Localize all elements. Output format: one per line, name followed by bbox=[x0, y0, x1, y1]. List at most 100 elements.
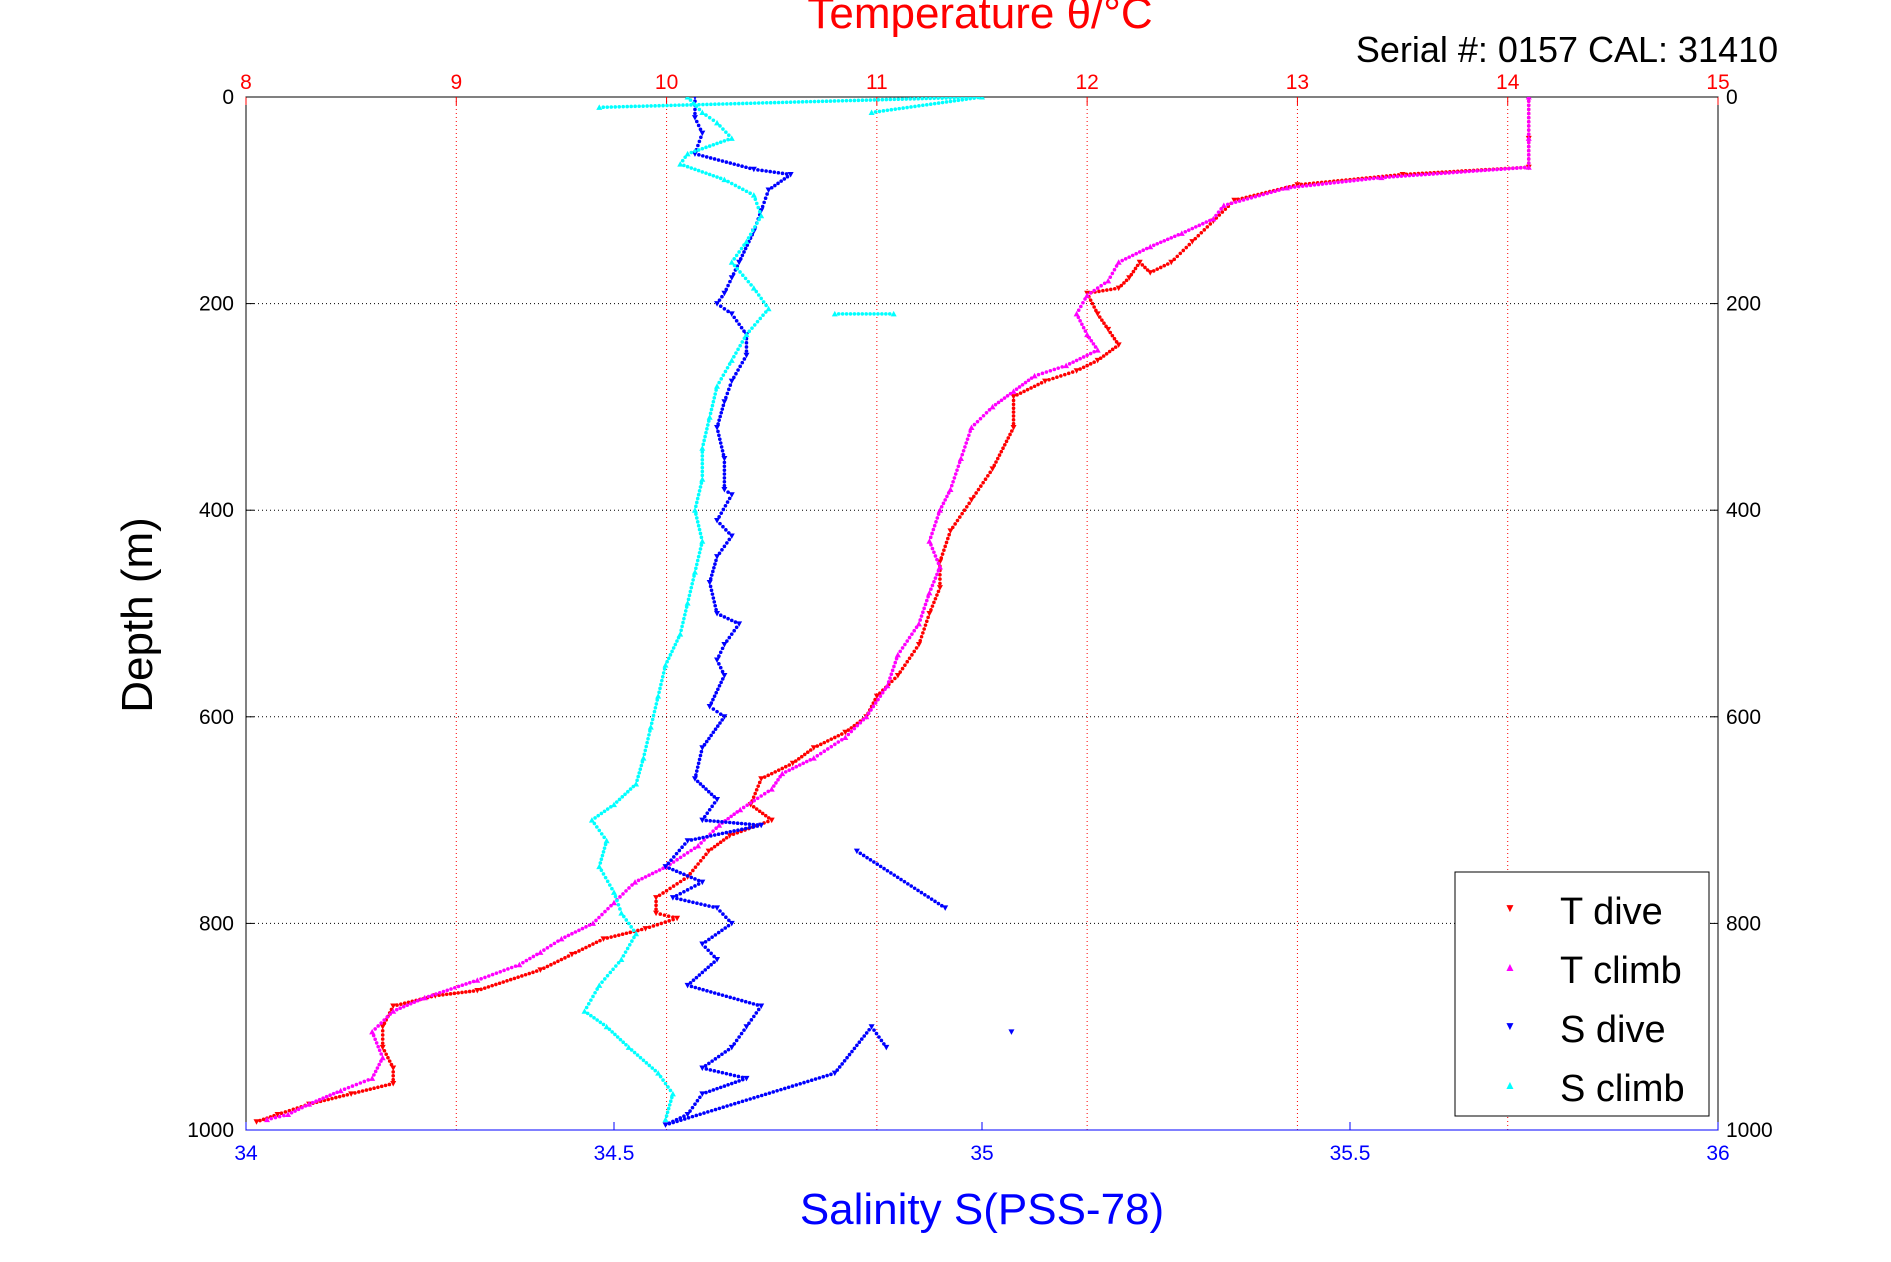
data-point-s-dive bbox=[682, 1114, 686, 1119]
data-point-t-climb bbox=[1257, 193, 1262, 198]
data-point-s-climb bbox=[684, 605, 689, 609]
data-point-t-climb bbox=[374, 1041, 379, 1045]
data-point-s-dive bbox=[760, 204, 765, 209]
data-point-t-dive bbox=[479, 987, 483, 992]
data-point-s-climb bbox=[872, 98, 877, 102]
data-point-s-dive bbox=[709, 588, 714, 593]
data-point-t-climb bbox=[748, 801, 753, 805]
data-point-s-dive bbox=[906, 882, 910, 886]
data-point-t-dive bbox=[659, 921, 664, 926]
data-point-s-climb bbox=[724, 130, 728, 134]
data-point-t-climb bbox=[580, 926, 585, 931]
data-point-t-dive bbox=[642, 926, 649, 932]
data-point-t-dive bbox=[658, 912, 663, 916]
data-point-t-dive bbox=[395, 1003, 399, 1007]
data-point-s-climb bbox=[700, 461, 705, 466]
data-point-s-climb bbox=[733, 101, 737, 106]
data-point-s-climb bbox=[750, 228, 755, 233]
data-point-s-climb bbox=[748, 191, 752, 195]
data-point-s-climb bbox=[746, 236, 751, 240]
data-point-t-climb bbox=[269, 1116, 274, 1121]
data-point-t-climb bbox=[883, 687, 887, 692]
data-point-t-dive bbox=[802, 752, 807, 757]
data-point-s-climb bbox=[700, 458, 705, 462]
data-point-s-dive bbox=[720, 928, 724, 933]
data-point-s-climb bbox=[653, 705, 658, 710]
data-point-t-climb bbox=[1525, 164, 1532, 170]
data-point-t-climb bbox=[1237, 199, 1242, 203]
data-point-s-climb bbox=[732, 263, 737, 268]
data-point-t-climb bbox=[822, 749, 827, 754]
data-point-s-dive bbox=[718, 712, 723, 717]
data-point-t-climb bbox=[1155, 242, 1160, 246]
data-point-t-climb bbox=[570, 931, 574, 936]
data-point-s-climb bbox=[729, 101, 733, 106]
data-point-t-dive bbox=[600, 936, 607, 942]
data-point-s-climb bbox=[677, 103, 681, 107]
data-point-s-climb bbox=[707, 115, 712, 120]
data-point-s-climb bbox=[585, 1011, 590, 1016]
data-point-t-climb bbox=[968, 424, 975, 431]
data-point-t-dive bbox=[1002, 442, 1007, 447]
data-point-s-climb bbox=[625, 946, 630, 951]
data-point-t-dive bbox=[390, 1081, 397, 1087]
data-point-t-climb bbox=[296, 1107, 301, 1112]
data-point-t-dive bbox=[1158, 265, 1163, 270]
data-point-t-climb bbox=[678, 855, 683, 860]
data-point-s-climb bbox=[948, 97, 952, 100]
data-point-s-dive bbox=[916, 888, 920, 893]
data-point-s-dive bbox=[683, 898, 687, 903]
data-point-t-dive bbox=[942, 548, 946, 553]
data-point-s-climb bbox=[761, 300, 766, 304]
data-point-t-climb bbox=[528, 956, 532, 961]
data-point-t-dive bbox=[1208, 222, 1213, 226]
data-point-s-climb bbox=[711, 399, 716, 404]
data-point-s-dive bbox=[743, 352, 750, 359]
data-point-s-dive bbox=[696, 882, 701, 886]
tick-label-depth-right: 400 bbox=[1726, 499, 1761, 522]
data-point-s-climb bbox=[694, 566, 698, 571]
data-point-t-climb bbox=[1363, 177, 1368, 182]
data-point-t-dive bbox=[789, 760, 796, 767]
data-point-s-dive bbox=[747, 822, 752, 827]
data-point-s-dive bbox=[699, 902, 703, 906]
data-point-s-dive bbox=[717, 418, 721, 422]
data-point-s-climb bbox=[605, 973, 610, 978]
data-point-s-dive bbox=[718, 909, 722, 913]
data-point-t-climb bbox=[1078, 356, 1082, 361]
data-point-t-climb bbox=[371, 1033, 376, 1038]
data-point-s-dive bbox=[713, 1107, 718, 1112]
data-point-s-climb bbox=[704, 430, 708, 435]
data-point-s-dive bbox=[724, 160, 729, 164]
data-point-s-dive bbox=[697, 986, 702, 991]
data-point-s-dive bbox=[728, 533, 735, 540]
data-point-t-dive bbox=[1036, 382, 1040, 387]
data-point-t-climb bbox=[657, 868, 662, 872]
data-point-s-dive bbox=[722, 479, 727, 484]
data-point-s-climb bbox=[758, 316, 763, 321]
data-point-t-climb bbox=[524, 958, 529, 963]
data-point-s-dive bbox=[729, 632, 734, 636]
data-point-t-climb bbox=[1183, 229, 1188, 234]
data-point-t-climb bbox=[654, 869, 658, 874]
data-point-s-climb bbox=[616, 903, 621, 907]
data-point-s-climb bbox=[649, 104, 653, 108]
data-point-s-climb bbox=[638, 767, 643, 771]
data-point-s-climb bbox=[885, 108, 890, 113]
data-point-t-climb bbox=[941, 501, 946, 506]
data-point-t-dive bbox=[796, 757, 801, 761]
data-point-s-climb bbox=[816, 99, 821, 104]
data-point-s-climb bbox=[876, 97, 881, 102]
data-point-t-climb bbox=[1083, 297, 1087, 301]
data-point-s-dive bbox=[726, 923, 731, 928]
data-point-s-climb bbox=[928, 97, 932, 101]
data-point-t-dive bbox=[1059, 374, 1063, 378]
data-point-t-dive bbox=[1115, 285, 1122, 292]
data-point-s-climb bbox=[707, 172, 712, 177]
data-point-t-climb bbox=[1093, 345, 1098, 349]
data-point-s-dive bbox=[707, 736, 711, 741]
data-point-t-dive bbox=[559, 957, 564, 962]
data-point-t-dive bbox=[647, 925, 652, 930]
data-point-s-climb bbox=[712, 396, 717, 400]
data-point-t-climb bbox=[1052, 367, 1057, 372]
